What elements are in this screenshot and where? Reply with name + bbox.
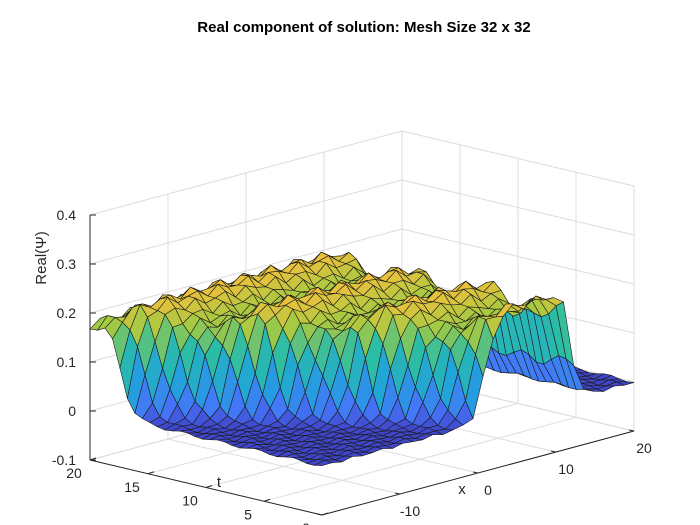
x-tick-label: -10 — [400, 503, 420, 519]
t-tick-mark — [321, 512, 329, 516]
x-tick-label: 10 — [558, 461, 574, 477]
x-tick-label: 20 — [636, 440, 652, 456]
z-tick-label: 0.1 — [57, 354, 77, 370]
t-tick-label: 20 — [66, 465, 82, 481]
z-tick-label: -0.1 — [52, 452, 76, 468]
x-tick-mark — [394, 492, 401, 495]
t-tick-label: 15 — [124, 479, 140, 495]
z-axis-label: Real(Ψ) — [33, 231, 50, 284]
x-tick-mark — [628, 429, 635, 432]
z-tick-label: 0.4 — [57, 207, 77, 223]
x-tick-label: 0 — [484, 482, 492, 498]
tick-labels: -20-100102005101520-0.100.10.20.30.4 — [52, 207, 652, 525]
x-tick-mark — [472, 471, 479, 474]
surface-mesh — [89, 251, 635, 466]
t-tick-label: 5 — [244, 506, 252, 522]
t-tick-mark — [205, 485, 213, 488]
z-tick-label: 0.3 — [57, 256, 77, 272]
x-tick-mark — [550, 450, 557, 453]
surface-patch — [313, 459, 334, 466]
t-tick-mark — [263, 498, 271, 502]
y-axis-label: t — [217, 474, 222, 491]
t-tick-label: 10 — [182, 493, 198, 509]
x-axis-label: x — [458, 481, 466, 498]
chart-title: Real component of solution: Mesh Size 32… — [197, 19, 530, 36]
t-tick-label: 0 — [302, 520, 310, 525]
z-tick-label: 0 — [68, 403, 76, 419]
x-tick-mark — [316, 513, 323, 516]
z-tick-label: 0.2 — [57, 305, 77, 321]
t-tick-mark — [147, 471, 155, 475]
